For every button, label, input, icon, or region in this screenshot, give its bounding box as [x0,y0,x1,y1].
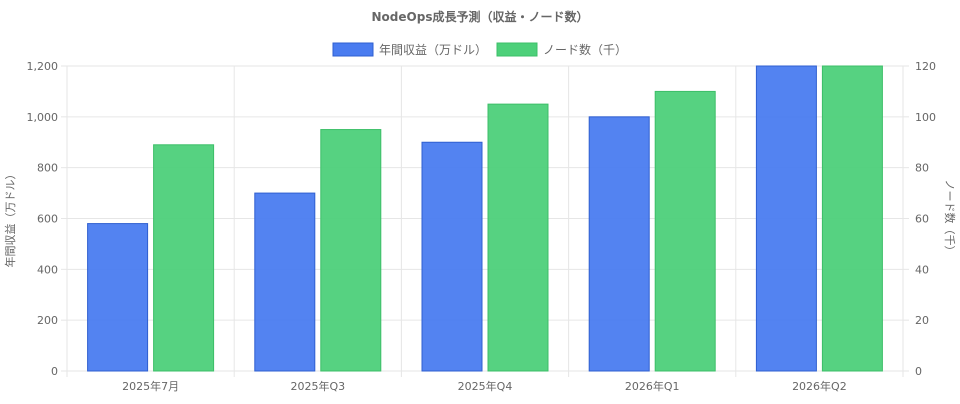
x-tick-label: 2025年Q4 [458,379,513,393]
y-left-tick-label: 1,200 [27,60,59,73]
y-right-axis-title: ノード数（千） [943,180,956,257]
x-tick-label: 2025年7月 [122,379,179,393]
x-tick-label: 2026年Q2 [792,379,847,393]
legend-swatch-revenue [332,42,374,57]
bar-nodes [153,144,215,372]
legend-label-nodes: ノード数（千） [543,42,627,57]
bar-revenue [421,141,483,372]
y-right-tick-label: 0 [915,365,922,378]
y-left-tick-label: 200 [37,314,58,327]
y-left-tick-label: 1,000 [27,111,59,124]
legend-item-revenue[interactable]: 年間収益（万ドル） [332,42,487,57]
y-right-tick-label: 120 [915,60,936,73]
bar-revenue [588,116,650,372]
x-tick-label: 2026年Q1 [625,379,680,393]
legend-label-revenue: 年間収益（万ドル） [379,43,487,57]
legend-swatch-nodes [496,42,538,57]
y-right-tick-label: 60 [915,213,929,226]
bar-nodes [821,65,883,372]
legend: 年間収益（万ドル） ノード数（千） [332,42,627,57]
bar-revenue [755,65,817,372]
bar-nodes [320,129,382,372]
y-left-axis-title: 年間収益（万ドル） [3,169,17,268]
bar-revenue [87,223,149,372]
bar-revenue [254,192,316,372]
axes: 0 0 200 20 400 40 600 60 800 80 1,000 100 1,200 120 20… [27,60,937,393]
y-right-tick-label: 80 [915,162,929,175]
bars [87,65,883,372]
y-left-tick-label: 600 [37,213,58,226]
chart-title: NodeOps成長予測（収益・ノード数） [372,9,589,24]
bar-nodes [487,103,549,372]
bar-nodes [654,90,716,372]
y-left-tick-label: 400 [37,263,58,276]
legend-item-nodes[interactable]: ノード数（千） [496,42,627,57]
y-left-tick-label: 0 [51,365,58,378]
y-right-tick-label: 100 [915,111,936,124]
x-tick-label: 2025年Q3 [290,379,345,393]
y-left-tick-label: 800 [37,162,58,175]
y-right-tick-label: 20 [915,314,929,327]
y-right-tick-label: 40 [915,263,929,276]
